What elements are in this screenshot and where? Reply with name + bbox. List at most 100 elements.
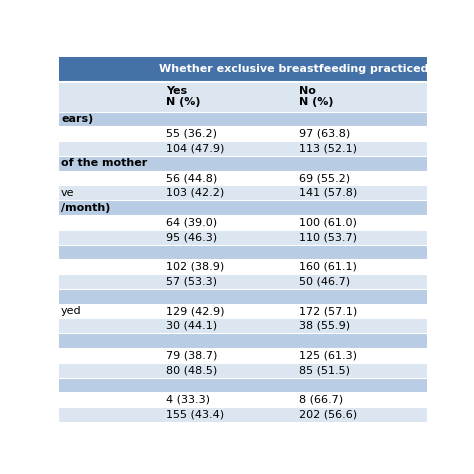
Text: No
N (%): No N (%) [299,86,333,108]
Text: 141 (57.8): 141 (57.8) [299,188,357,198]
Text: 104 (47.9): 104 (47.9) [166,144,224,154]
FancyBboxPatch shape [160,259,293,274]
Text: 80 (48.5): 80 (48.5) [166,365,217,375]
Text: 103 (42.2): 103 (42.2) [166,188,224,198]
Text: 97 (63.8): 97 (63.8) [299,129,350,139]
FancyBboxPatch shape [293,378,427,392]
Text: 38 (55.9): 38 (55.9) [299,321,350,331]
Text: 50 (46.7): 50 (46.7) [299,276,350,286]
Text: 155 (43.4): 155 (43.4) [166,410,224,419]
FancyBboxPatch shape [293,348,427,363]
FancyBboxPatch shape [59,112,160,127]
FancyBboxPatch shape [59,289,160,304]
FancyBboxPatch shape [59,57,160,82]
FancyBboxPatch shape [293,407,427,422]
FancyBboxPatch shape [293,333,427,348]
FancyBboxPatch shape [293,245,427,259]
FancyBboxPatch shape [59,259,160,274]
Text: 95 (46.3): 95 (46.3) [166,232,217,242]
FancyBboxPatch shape [160,112,293,127]
FancyBboxPatch shape [293,319,427,333]
FancyBboxPatch shape [160,274,293,289]
FancyBboxPatch shape [59,245,160,259]
FancyBboxPatch shape [59,392,160,407]
Text: 57 (53.3): 57 (53.3) [166,276,217,286]
FancyBboxPatch shape [160,289,293,304]
FancyBboxPatch shape [59,304,160,319]
Text: 79 (38.7): 79 (38.7) [166,350,217,360]
FancyBboxPatch shape [160,171,293,185]
FancyBboxPatch shape [160,185,293,200]
FancyBboxPatch shape [59,171,160,185]
Text: of the mother: of the mother [61,158,147,168]
FancyBboxPatch shape [59,319,160,333]
FancyBboxPatch shape [293,141,427,156]
FancyBboxPatch shape [160,333,293,348]
FancyBboxPatch shape [293,289,427,304]
Text: 129 (42.9): 129 (42.9) [166,306,224,316]
Text: ve: ve [61,188,74,198]
FancyBboxPatch shape [160,392,293,407]
FancyBboxPatch shape [293,230,427,245]
Text: 56 (44.8): 56 (44.8) [166,173,217,183]
FancyBboxPatch shape [59,215,160,230]
Text: Yes
N (%): Yes N (%) [166,86,201,108]
FancyBboxPatch shape [293,171,427,185]
Text: 55 (36.2): 55 (36.2) [166,129,217,139]
Text: 102 (38.9): 102 (38.9) [166,262,224,272]
FancyBboxPatch shape [59,363,160,378]
FancyBboxPatch shape [59,185,160,200]
FancyBboxPatch shape [160,348,293,363]
FancyBboxPatch shape [59,200,160,215]
Text: 85 (51.5): 85 (51.5) [299,365,350,375]
FancyBboxPatch shape [59,82,160,112]
FancyBboxPatch shape [293,215,427,230]
FancyBboxPatch shape [59,127,160,141]
FancyBboxPatch shape [59,348,160,363]
Text: 8 (66.7): 8 (66.7) [299,395,343,405]
FancyBboxPatch shape [293,127,427,141]
Text: 4 (33.3): 4 (33.3) [166,395,210,405]
FancyBboxPatch shape [293,274,427,289]
FancyBboxPatch shape [59,333,160,348]
Text: 172 (57.1): 172 (57.1) [299,306,357,316]
FancyBboxPatch shape [293,259,427,274]
Text: Whether exclusive breastfeeding practiced: Whether exclusive breastfeeding practice… [159,64,428,74]
FancyBboxPatch shape [59,274,160,289]
FancyBboxPatch shape [160,57,427,82]
Text: 64 (39.0): 64 (39.0) [166,218,217,228]
FancyBboxPatch shape [160,156,293,171]
Text: 100 (61.0): 100 (61.0) [299,218,357,228]
FancyBboxPatch shape [59,230,160,245]
FancyBboxPatch shape [293,304,427,319]
FancyBboxPatch shape [59,407,160,422]
FancyBboxPatch shape [160,141,293,156]
FancyBboxPatch shape [160,304,293,319]
FancyBboxPatch shape [59,141,160,156]
Text: 125 (61.3): 125 (61.3) [299,350,357,360]
FancyBboxPatch shape [293,156,427,171]
FancyBboxPatch shape [293,185,427,200]
Text: 202 (56.6): 202 (56.6) [299,410,357,419]
Text: 113 (52.1): 113 (52.1) [299,144,357,154]
FancyBboxPatch shape [59,156,160,171]
FancyBboxPatch shape [160,245,293,259]
FancyBboxPatch shape [160,378,293,392]
Text: 160 (61.1): 160 (61.1) [299,262,357,272]
FancyBboxPatch shape [293,200,427,215]
FancyBboxPatch shape [160,363,293,378]
Text: ears): ears) [61,114,93,124]
FancyBboxPatch shape [160,319,293,333]
FancyBboxPatch shape [293,363,427,378]
FancyBboxPatch shape [160,82,293,112]
FancyBboxPatch shape [293,112,427,127]
FancyBboxPatch shape [160,215,293,230]
Text: 110 (53.7): 110 (53.7) [299,232,357,242]
FancyBboxPatch shape [160,407,293,422]
FancyBboxPatch shape [293,82,427,112]
Text: 30 (44.1): 30 (44.1) [166,321,217,331]
FancyBboxPatch shape [160,200,293,215]
Text: /month): /month) [61,203,110,213]
FancyBboxPatch shape [160,127,293,141]
Text: 69 (55.2): 69 (55.2) [299,173,350,183]
